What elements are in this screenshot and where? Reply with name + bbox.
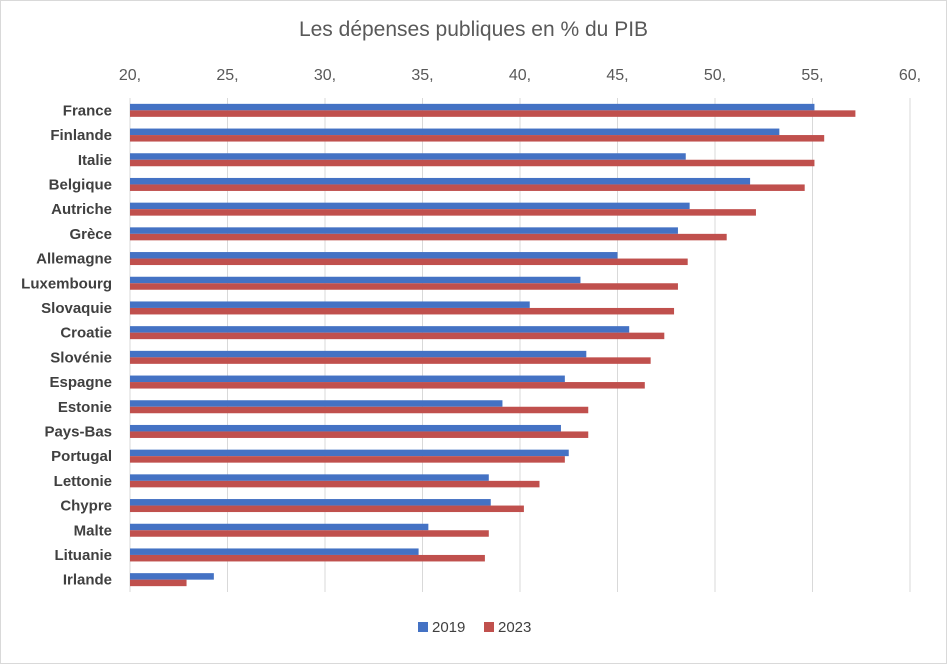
bar-2019: [130, 103, 815, 111]
category-label: Pays-Bas: [44, 423, 112, 440]
bar-2019: [130, 424, 561, 432]
legend-label: 2023: [498, 619, 531, 636]
category-label: Autriche: [51, 201, 112, 218]
bar-2023: [130, 184, 805, 191]
legend: 2019 2023: [418, 619, 531, 636]
bar-2023: [130, 554, 485, 562]
category-label: Portugal: [51, 448, 112, 465]
x-tick-label: 55,: [801, 67, 823, 84]
bar-2023: [130, 332, 665, 340]
legend-label: 2019: [432, 619, 465, 636]
bar-2023: [130, 480, 540, 488]
category-labels: France Finlande Italie Belgique Autriche Grèc…: [21, 102, 112, 588]
category-label: Belgique: [49, 176, 112, 193]
bar-2019: [130, 202, 690, 210]
category-label: Lituanie: [54, 547, 112, 564]
bar-2023: [130, 406, 589, 414]
bar-2019: [130, 326, 630, 333]
bar-2019: [130, 400, 503, 407]
legend-swatch: [484, 622, 494, 632]
category-label: Slovénie: [50, 349, 112, 366]
gridlines: [129, 98, 911, 592]
category-label: Espagne: [49, 374, 112, 391]
bar-2023: [130, 283, 678, 290]
bar-2023: [130, 456, 565, 463]
bar-2019: [130, 548, 419, 555]
bar-2019: [130, 523, 429, 531]
bar-2023: [130, 505, 524, 513]
category-label: Chypre: [60, 498, 112, 515]
bar-2023: [130, 579, 187, 587]
bar-2023: [130, 233, 727, 241]
bar-2023: [130, 530, 489, 537]
category-label: Croatie: [60, 325, 112, 342]
bar-2019: [130, 375, 565, 383]
x-tick-label: 20,: [119, 67, 141, 84]
bar-2019: [130, 276, 581, 284]
x-tick-label: 50,: [704, 67, 726, 84]
bar-2023: [130, 307, 675, 315]
bar-2023: [130, 209, 756, 216]
x-tick-label: 35,: [411, 67, 433, 84]
bar-2023: [130, 159, 815, 167]
category-label: Allemagne: [36, 251, 112, 268]
bar-2019: [130, 252, 618, 259]
x-tick-label: 40,: [509, 67, 531, 84]
x-tick-label: 30,: [314, 67, 336, 84]
bar-2019: [130, 177, 751, 185]
bar-2019: [130, 227, 678, 234]
bar-2019: [130, 499, 491, 506]
category-label: Luxembourg: [21, 275, 112, 292]
x-tick-label: 60,: [899, 67, 921, 84]
bar-2019: [130, 474, 489, 481]
category-label: Lettonie: [54, 473, 112, 490]
bar-2023: [130, 357, 651, 364]
category-label: Estonie: [58, 399, 112, 416]
category-label: Slovaquie: [41, 300, 112, 317]
bar-2023: [130, 110, 856, 117]
bar-2019: [130, 301, 530, 308]
category-label: Malte: [74, 522, 112, 539]
bar-2019: [130, 449, 569, 457]
legend-swatch: [418, 622, 428, 632]
bar-2023: [130, 382, 645, 389]
bar-2023: [130, 431, 589, 438]
bar-2019: [130, 573, 214, 580]
category-label: France: [63, 102, 112, 119]
bar-2023: [130, 258, 688, 266]
category-label: Irlande: [63, 572, 112, 589]
category-label: Italie: [78, 152, 112, 169]
bar-2019: [130, 350, 587, 358]
x-tick-label: 45,: [606, 67, 628, 84]
bar-2019: [130, 128, 780, 136]
chart-title: Les dépenses publiques en % du PIB: [298, 18, 649, 41]
bars: [130, 103, 856, 587]
bar-2023: [130, 135, 825, 142]
x-tick-label: 25,: [216, 67, 238, 84]
bar-2019: [130, 153, 686, 160]
x-axis-ticks: 20, 25, 30, 35, 40, 45, 50, 55, 60,: [119, 67, 921, 84]
category-label: Finlande: [50, 127, 112, 144]
category-label: Grèce: [69, 226, 112, 243]
